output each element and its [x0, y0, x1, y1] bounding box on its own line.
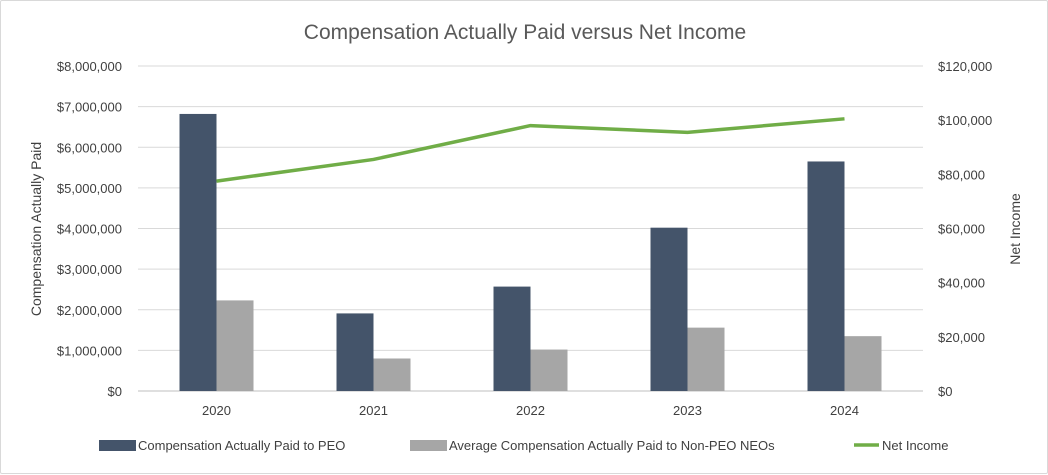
- y-tick-label: $3,000,000: [57, 262, 122, 277]
- y-tick-label: $8,000,000: [57, 59, 122, 74]
- x-tick-label: 2023: [673, 403, 702, 418]
- legend-swatch: [410, 440, 447, 451]
- y-tick-label: $4,000,000: [57, 222, 122, 237]
- y-axis-label: Compensation Actually Paid: [28, 142, 44, 316]
- x-tick-label: 2024: [830, 403, 859, 418]
- line-series: [216, 117, 845, 183]
- bar-non-peo: [530, 349, 568, 391]
- x-tick-label: 2020: [202, 403, 231, 418]
- y2-tick-label: $100,000: [938, 113, 992, 128]
- x-axis-ticks: 2020 2021 2022 2023 2024: [202, 403, 859, 418]
- bar-peo: [179, 113, 217, 391]
- y2-tick-label: $80,000: [938, 167, 985, 182]
- legend-label: Net Income: [882, 438, 948, 453]
- y2-axis-label: Net Income: [1007, 193, 1023, 265]
- chart-title: Compensation Actually Paid versus Net In…: [304, 21, 746, 44]
- bar-non-peo: [216, 300, 254, 391]
- gridlines: [138, 65, 923, 392]
- y-tick-label: $7,000,000: [57, 100, 122, 115]
- x-tick-label: 2022: [516, 403, 545, 418]
- x-tick-label: 2021: [359, 403, 388, 418]
- legend-label: Average Compensation Actually Paid to No…: [449, 438, 775, 453]
- legend-swatch: [99, 440, 136, 451]
- bar-non-peo: [687, 327, 725, 391]
- legend: Compensation Actually Paid to PEO Average…: [99, 438, 948, 453]
- bar-non-peo: [373, 358, 411, 391]
- y2-axis-ticks: $0 $20,000 $40,000 $60,000 $80,000 $100,000 $1…: [938, 59, 992, 399]
- y-tick-label: $2,000,000: [57, 303, 122, 318]
- y2-tick-label: $0: [938, 384, 952, 399]
- y-tick-label: $0: [108, 384, 122, 399]
- y2-tick-label: $120,000: [938, 59, 992, 74]
- y-tick-label: $5,000,000: [57, 181, 122, 196]
- bar-peo: [336, 313, 374, 391]
- y-tick-label: $6,000,000: [57, 140, 122, 155]
- legend-label: Compensation Actually Paid to PEO: [138, 438, 345, 453]
- y-tick-label: $1,000,000: [57, 343, 122, 358]
- y2-tick-label: $40,000: [938, 276, 985, 291]
- y2-tick-label: $60,000: [938, 222, 985, 237]
- bar-peo: [650, 227, 688, 391]
- bar-peo: [807, 161, 845, 391]
- bar-non-peo: [844, 336, 882, 391]
- y-axis-ticks: $0 $1,000,000 $2,000,000 $3,000,000 $4,000,0…: [57, 59, 122, 399]
- bars: [179, 113, 882, 391]
- net-income-line: [216, 117, 845, 183]
- y2-tick-label: $20,000: [938, 330, 985, 345]
- bar-peo: [493, 286, 531, 391]
